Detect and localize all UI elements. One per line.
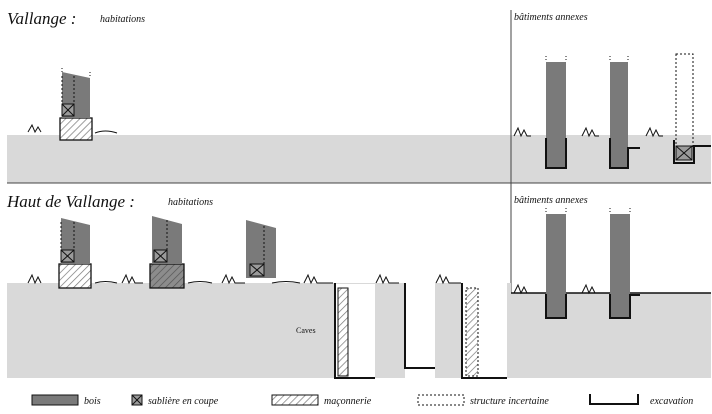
caves-label: Caves: [296, 326, 316, 335]
bottom-dwelling-1: [27, 218, 118, 289]
legend-excavation-label: excavation: [650, 396, 693, 407]
top-title: Vallange :: [7, 9, 76, 28]
legend-bois-label: bois: [84, 396, 101, 407]
bottom-title: Haut de Vallange :: [6, 192, 135, 211]
top-annex-label: bâtiments annexes: [514, 12, 588, 23]
ground-bottom-left: [7, 283, 511, 378]
top-dwelling: [27, 68, 118, 141]
bottom-subtitle: habitations: [168, 197, 213, 208]
top-subtitle: habitations: [100, 14, 145, 25]
bottom-annex-1: [513, 208, 567, 319]
legend: bois sablière en coupe maçonnerie struct…: [31, 394, 693, 407]
cave-1: [303, 273, 375, 379]
legend-structure-label: structure incertaine: [470, 396, 549, 407]
top-annex-2: [581, 56, 640, 169]
ground-top: [7, 135, 711, 183]
legend-maconnerie-label: maçonnerie: [324, 396, 372, 407]
bottom-annex-label: bâtiments annexes: [514, 195, 588, 206]
legend-structure-swatch: [417, 394, 465, 406]
cave-3: [435, 273, 507, 379]
bottom-dwelling-3: [221, 220, 301, 285]
legend-maconnerie-swatch: [271, 394, 319, 406]
legend-bois-swatch: [31, 394, 79, 406]
top-annex-1: [513, 56, 567, 169]
legend-excavation-swatch: [589, 394, 639, 405]
legend-sabliere-label: sablière en coupe: [148, 396, 219, 407]
top-annex-3: [645, 53, 711, 164]
bottom-dwelling-2: [121, 216, 213, 289]
cave-2: [375, 273, 435, 378]
bottom-annex-2: [581, 208, 640, 319]
